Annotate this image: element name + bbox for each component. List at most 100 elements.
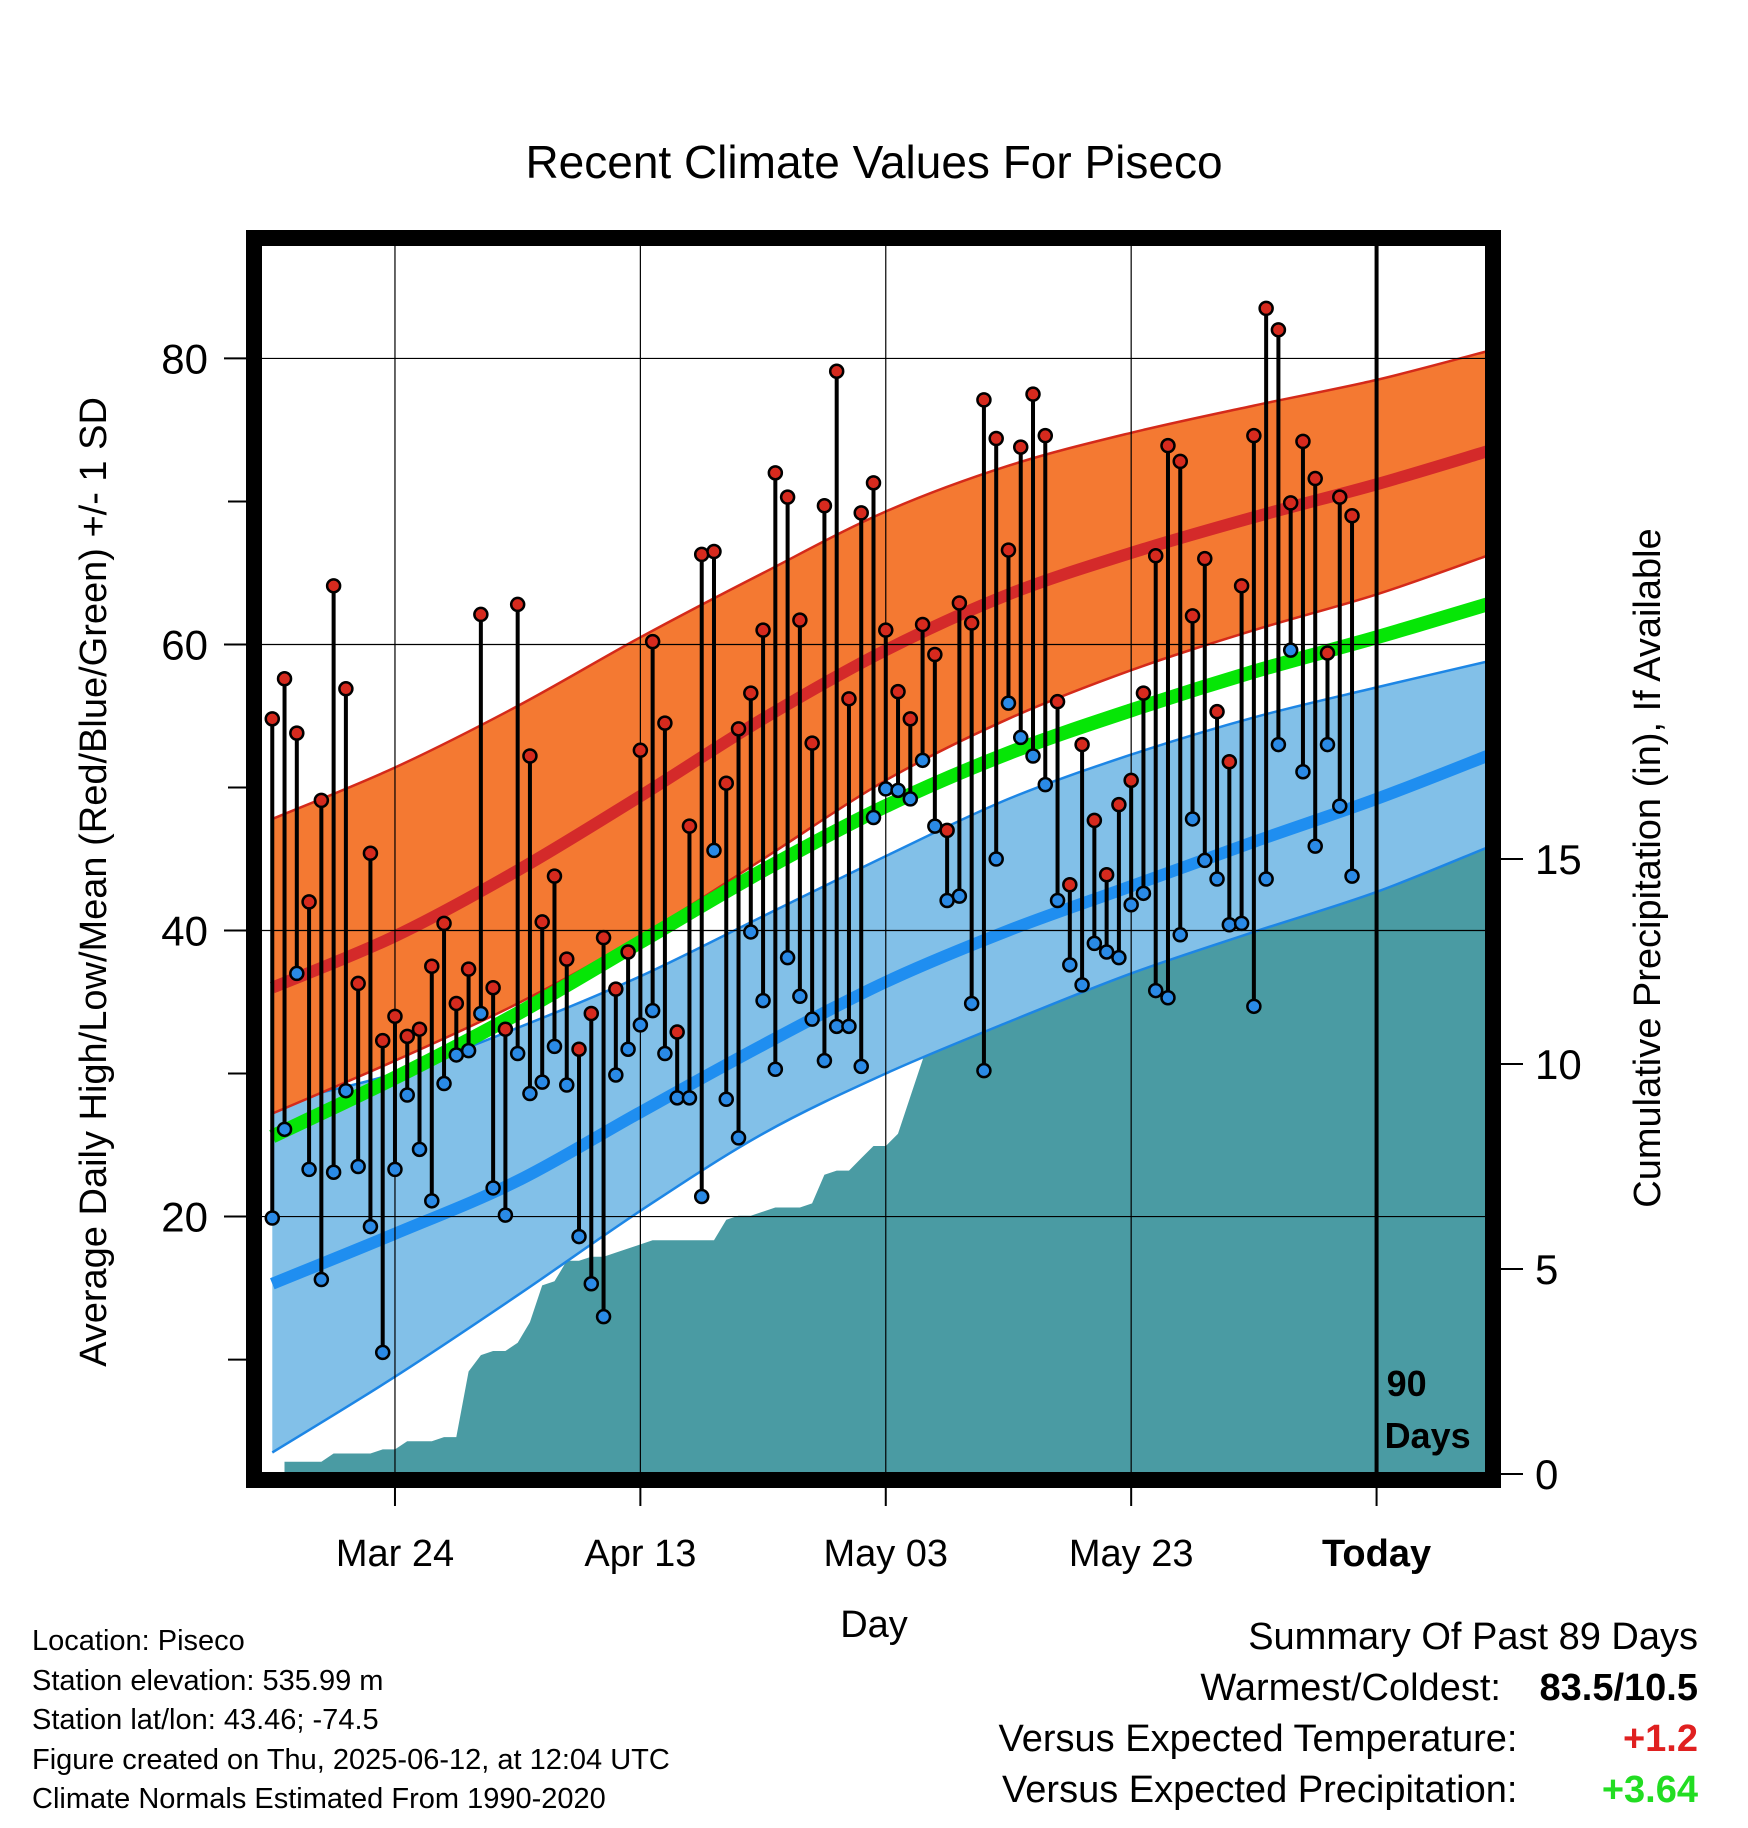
low-point [559,1077,575,1093]
x-axis-label: Day [840,1604,908,1646]
low-point [681,1090,698,1106]
high-point [1258,300,1274,317]
low-point [362,1218,379,1235]
high-point [1037,427,1054,444]
low-point [1062,957,1078,973]
high-point [976,392,992,408]
high-point [1209,703,1225,720]
station-info: Location: Piseco Station elevation: 535.… [32,1622,670,1820]
high-point [951,595,968,611]
low-point [350,1158,366,1175]
high-point [595,929,612,946]
high-point [878,622,894,638]
low-point [313,1271,330,1288]
warmest-coldest-label: Warmest/Coldest: [1200,1667,1501,1709]
plot-frame [246,230,1501,1488]
low-point [1037,776,1054,793]
high-point [779,489,796,505]
low-point [374,1344,391,1361]
low-point [522,1085,538,1102]
low-point [792,988,808,1005]
high-point [1295,433,1311,450]
high-point [1086,812,1103,829]
low-point [473,1005,489,1022]
temp-label: Versus Expected Temperature: [998,1718,1518,1760]
low-point [1295,764,1311,780]
high-point [828,363,845,380]
high-point [325,578,342,594]
low-point [509,1045,526,1062]
low-point [718,1091,735,1108]
low-point [264,1210,281,1226]
high-point [485,979,501,996]
high-point [706,543,722,560]
low-point [289,965,305,982]
low-point [1246,998,1262,1015]
low-point [436,1075,452,1092]
low-point [1282,642,1299,658]
high-point [816,497,833,514]
low-point [1172,927,1188,943]
low-point [963,995,980,1012]
high-point [362,845,379,862]
low-point [1074,977,1090,993]
low-point [804,1011,820,1027]
high-point [264,711,281,727]
summary-panel: Summary Of Past 89 Days Warmest/Coldest:… [999,1612,1698,1816]
high-point [1074,736,1090,753]
high-point [276,671,293,687]
high-point [1147,548,1164,564]
high-point [743,685,759,701]
low-point [338,1082,354,1099]
low-point [534,1074,550,1090]
precip-row: Versus Expected Precipitation: +3.64 [999,1765,1698,1816]
high-point [571,1041,587,1057]
high-point [583,1005,600,1022]
warmest-coldest-value: 83.5/10.5 [1539,1667,1698,1709]
high-point [1172,453,1188,470]
low-point [1221,917,1238,933]
low-point [988,851,1004,867]
low-point [755,992,771,1009]
high-point [841,691,857,707]
low-point [325,1164,342,1180]
y2-tick-label: 5 [1535,1246,1558,1293]
high-point [374,1032,391,1049]
high-point [460,961,477,977]
y-tick-label: 40 [161,908,208,955]
high-point [1197,550,1213,567]
high-point [1098,866,1115,883]
high-point [1344,507,1360,524]
low-point [424,1193,440,1209]
x-tick-label: Apr 13 [584,1533,696,1575]
high-point [534,914,550,930]
high-point [1307,470,1323,487]
low-point [411,1141,428,1158]
high-point [1246,427,1262,444]
low-point [571,1228,587,1245]
low-point [644,1002,661,1019]
low-point [1135,885,1152,902]
low-point [1332,798,1348,814]
low-point [1111,949,1127,966]
high-point [632,742,649,759]
high-point [902,711,919,727]
low-point [730,1130,747,1146]
low-point [779,949,796,966]
x-tick-label: Mar 24 [336,1533,454,1575]
low-point [767,1061,784,1077]
low-point [706,842,722,859]
high-point [509,596,526,613]
high-point [988,430,1004,447]
normals-text: Climate Normals Estimated From 1990-2020 [32,1783,606,1815]
high-point [289,725,305,741]
low-point [816,1052,833,1069]
high-point [1111,796,1127,813]
x-tick-label: May 03 [823,1533,948,1575]
high-point [1332,489,1348,505]
high-point [1123,772,1139,789]
high-point [424,958,440,975]
low-point [1025,748,1041,764]
high-point [522,748,538,764]
x-tick-label: May 23 [1069,1533,1194,1575]
